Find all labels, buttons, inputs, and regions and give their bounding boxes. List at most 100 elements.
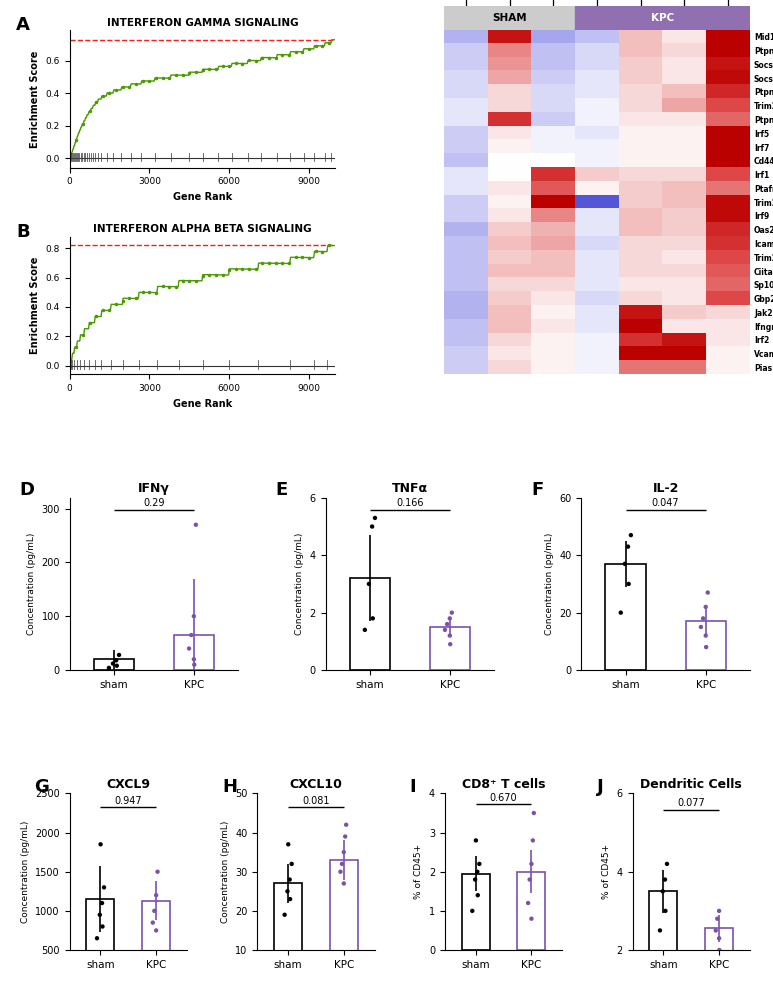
Point	[150, 887, 162, 903]
Point	[700, 628, 712, 644]
Point	[189, 517, 202, 533]
Y-axis label: Concentration (pg/mL): Concentration (pg/mL)	[21, 821, 29, 923]
Point	[183, 641, 196, 657]
Point	[659, 903, 672, 919]
Point	[98, 879, 111, 895]
Point	[97, 919, 109, 935]
Bar	[461, 874, 489, 950]
Bar	[649, 891, 677, 1000]
Text: J: J	[598, 778, 604, 796]
Point	[107, 656, 119, 672]
Point	[113, 647, 125, 663]
Point	[96, 895, 108, 911]
Point	[713, 942, 726, 958]
Point	[369, 510, 381, 526]
Point	[700, 599, 712, 615]
Title: TNFα: TNFα	[392, 482, 427, 495]
Point	[713, 903, 725, 919]
Point	[334, 864, 346, 880]
Point	[188, 608, 200, 624]
Text: F: F	[531, 481, 543, 499]
Text: 0.947: 0.947	[114, 796, 142, 806]
Bar	[94, 659, 134, 670]
Point	[444, 610, 456, 626]
Point	[150, 922, 162, 938]
Title: INTERFERON ALPHA BETA SIGNALING: INTERFERON ALPHA BETA SIGNALING	[94, 224, 312, 234]
Text: D: D	[19, 481, 34, 499]
Point	[444, 636, 456, 652]
Bar	[517, 872, 546, 950]
Text: A: A	[16, 16, 30, 34]
Bar	[686, 621, 726, 670]
Point	[148, 903, 161, 919]
Point	[621, 539, 634, 555]
Bar	[274, 883, 302, 989]
Point	[281, 883, 294, 899]
Point	[439, 622, 451, 638]
Point	[94, 836, 107, 852]
Point	[338, 844, 350, 860]
Point	[711, 911, 724, 927]
Point	[695, 619, 707, 635]
Text: 0.081: 0.081	[302, 796, 329, 806]
Point	[94, 907, 106, 923]
Point	[90, 930, 103, 946]
Point	[702, 585, 714, 601]
Point	[188, 651, 200, 667]
Point	[284, 891, 296, 907]
Point	[473, 856, 485, 872]
Point	[441, 616, 453, 632]
Point	[366, 519, 378, 535]
Point	[615, 605, 627, 621]
Point	[340, 817, 352, 833]
Point	[359, 622, 371, 638]
Point	[335, 856, 348, 872]
Point	[185, 627, 197, 643]
Bar	[174, 635, 214, 670]
X-axis label: Gene Rank: Gene Rank	[173, 399, 232, 409]
Point	[147, 915, 159, 931]
Point	[618, 556, 631, 572]
Point	[528, 805, 540, 821]
Y-axis label: % of CD45+: % of CD45+	[602, 844, 611, 899]
Point	[713, 930, 725, 946]
Point	[282, 836, 295, 852]
Bar	[430, 627, 470, 670]
Point	[466, 903, 478, 919]
X-axis label: Gene Rank: Gene Rank	[173, 192, 232, 202]
Point	[338, 875, 350, 891]
Title: CXCL10: CXCL10	[289, 778, 342, 791]
Y-axis label: Enrichment Score: Enrichment Score	[30, 50, 40, 148]
Point	[103, 660, 115, 676]
Point	[654, 922, 666, 938]
Y-axis label: Concentration (pg/mL): Concentration (pg/mL)	[220, 821, 230, 923]
Text: 0.670: 0.670	[490, 793, 517, 803]
Point	[278, 907, 291, 923]
Bar	[142, 901, 170, 989]
Point	[472, 864, 484, 880]
Point	[469, 872, 482, 888]
Bar	[605, 564, 645, 670]
Point	[363, 576, 375, 592]
Point	[152, 864, 164, 880]
Point	[522, 895, 534, 911]
Point	[622, 576, 635, 592]
Point	[659, 872, 671, 888]
Title: IL-2: IL-2	[652, 482, 679, 495]
Text: B: B	[16, 223, 30, 241]
Point	[697, 610, 710, 626]
Bar	[87, 899, 114, 989]
Point	[700, 639, 713, 655]
Point	[523, 872, 536, 888]
Point	[188, 657, 200, 673]
Text: 0.29: 0.29	[143, 498, 165, 508]
Bar	[330, 860, 358, 989]
Text: 0.047: 0.047	[652, 498, 679, 508]
Text: 0.166: 0.166	[396, 498, 424, 508]
Text: G: G	[34, 778, 49, 796]
Bar	[349, 578, 390, 670]
Point	[526, 856, 538, 872]
Text: 0.077: 0.077	[677, 798, 705, 808]
Title: CD8⁺ T cells: CD8⁺ T cells	[461, 778, 545, 791]
Y-axis label: Concentration (pg/mL): Concentration (pg/mL)	[545, 533, 553, 635]
